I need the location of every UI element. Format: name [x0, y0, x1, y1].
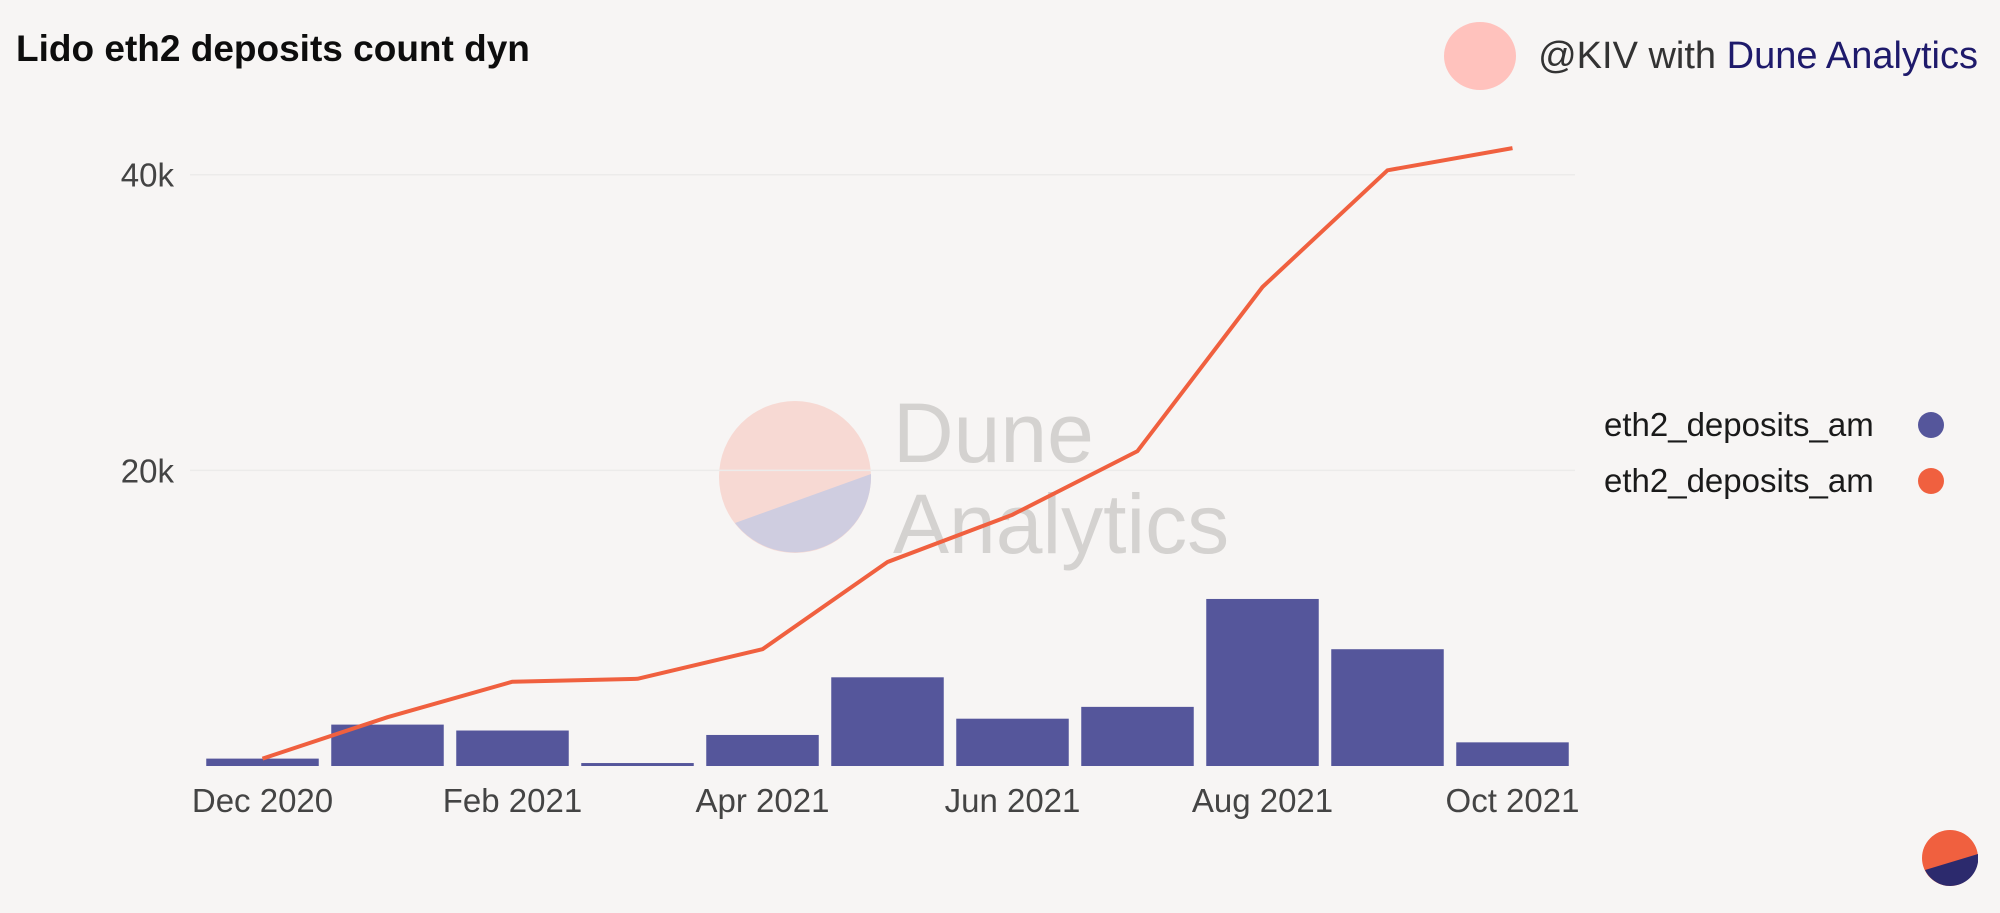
x-tick-label: Feb 2021 — [443, 782, 582, 819]
avatar[interactable] — [1444, 22, 1517, 90]
x-tick-label: Dec 2020 — [192, 782, 333, 819]
credit-with: with — [1648, 34, 1717, 77]
chart-title: Lido eth2 deposits count dyn — [16, 28, 530, 69]
legend-item-bar[interactable]: eth2_deposits_am — [1604, 405, 1944, 445]
legend-dot-icon — [1918, 412, 1944, 438]
watermark-line1: Dune — [893, 386, 1094, 480]
credit: @KIV with Dune Analytics — [1444, 22, 1978, 90]
watermark-logo-lower-icon — [735, 474, 872, 553]
legend-dot-icon — [1918, 468, 1944, 494]
y-axis: 20k 40k — [121, 157, 175, 490]
legend-label: eth2_deposits_am — [1604, 462, 1874, 499]
series-line[interactable] — [261, 146, 1513, 761]
x-tick-label: Oct 2021 — [1446, 782, 1580, 819]
bar[interactable] — [206, 758, 319, 766]
watermark: Dune Analytics — [719, 386, 1229, 571]
line-series — [261, 146, 1513, 761]
credit-brand[interactable]: Dune Analytics — [1726, 34, 1978, 77]
credit-user[interactable]: @KIV — [1538, 34, 1638, 77]
bar[interactable] — [706, 734, 819, 766]
bar-series — [206, 598, 1569, 766]
bar[interactable] — [1331, 649, 1444, 766]
bar[interactable] — [456, 730, 569, 766]
legend-item-line[interactable]: eth2_deposits_am — [1604, 461, 1944, 501]
y-tick-label: 40k — [121, 157, 175, 194]
bar[interactable] — [1456, 742, 1569, 766]
x-axis: Dec 2020 Feb 2021 Apr 2021 Jun 2021 Aug 2021… — [192, 782, 1580, 819]
bar[interactable] — [956, 718, 1069, 766]
watermark-line2: Analytics — [893, 477, 1229, 571]
y-tick-label: 20k — [121, 452, 175, 489]
x-tick-label: Aug 2021 — [1192, 782, 1333, 819]
bar[interactable] — [1206, 598, 1319, 766]
bar[interactable] — [1081, 706, 1194, 766]
dune-logo-icon[interactable] — [1922, 830, 1978, 886]
legend: eth2_deposits_am eth2_deposits_am — [1604, 405, 1944, 501]
grid — [190, 173, 1575, 472]
credit-text: @KIV with Dune Analytics — [1538, 35, 1978, 78]
bar[interactable] — [831, 677, 944, 766]
bar[interactable] — [581, 763, 694, 766]
x-tick-label: Apr 2021 — [696, 782, 830, 819]
legend-label: eth2_deposits_am — [1604, 406, 1874, 443]
x-tick-label: Jun 2021 — [945, 782, 1081, 819]
